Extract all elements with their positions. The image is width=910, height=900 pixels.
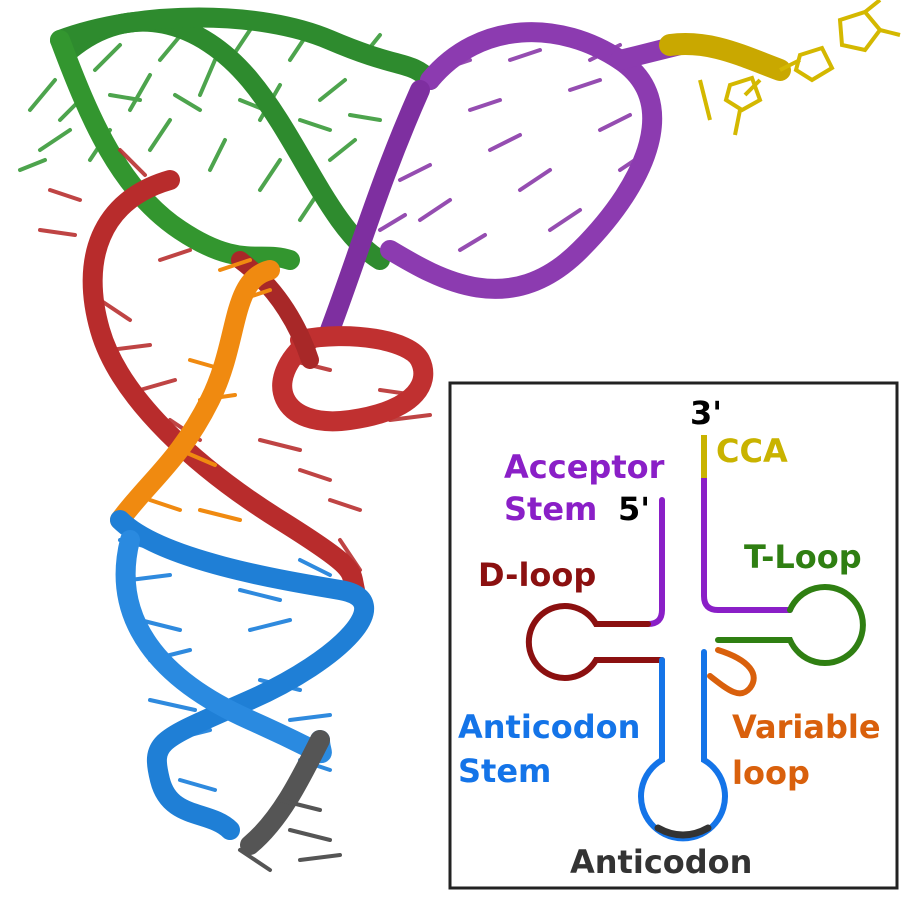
- model-anticodon: [238, 730, 342, 872]
- acceptor-stem-label-1: Acceptor: [504, 448, 665, 486]
- model-cca-tail: [659, 0, 901, 136]
- model-anticodon-stem: [110, 510, 374, 840]
- t-loop-label: T-Loop: [744, 538, 862, 576]
- variable-loop-label-1: Variable: [732, 708, 881, 746]
- anticodon-label: Anticodon: [570, 843, 752, 881]
- five-prime-label: 5': [618, 490, 650, 528]
- variable-loop-label-2: loop: [732, 754, 810, 792]
- trna-3d-model: [18, 0, 901, 872]
- inset-frame: [448, 381, 899, 890]
- d-loop-label: D-loop: [478, 556, 596, 594]
- anticodon-line: [654, 824, 712, 839]
- anticodon-stem-label-2: Stem: [458, 752, 551, 790]
- model-variable-loop: [110, 258, 280, 530]
- d-loop-line: [525, 603, 665, 681]
- t-loop-line: [715, 584, 866, 666]
- cloverleaf-inset: 3' CCA Acceptor Stem 5' T-Loop D-loop An…: [448, 381, 899, 890]
- model-t-arm: [18, 7, 440, 270]
- variable-loop-line: [707, 647, 757, 697]
- cca-label: CCA: [716, 432, 788, 470]
- anticodon-stem-label-1: Anticodon: [458, 708, 640, 746]
- acceptor-stem-label-2: Stem: [504, 490, 597, 528]
- model-acceptor-stem: [320, 22, 690, 340]
- three-prime-label: 3': [690, 394, 722, 432]
